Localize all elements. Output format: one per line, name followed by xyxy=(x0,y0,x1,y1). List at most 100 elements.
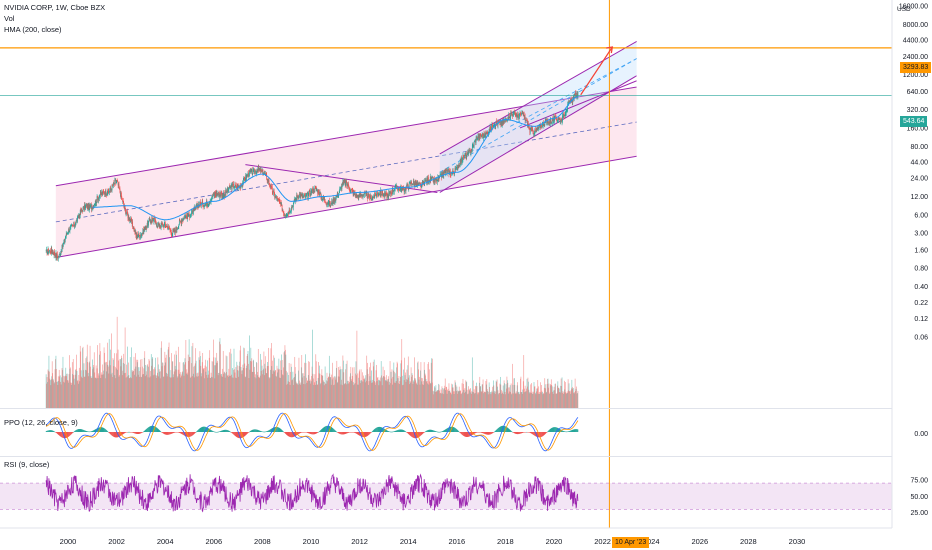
volume-bar xyxy=(296,382,298,408)
candle-body xyxy=(110,189,112,190)
ppo-histogram-bar xyxy=(163,432,164,434)
ppo-histogram-bar xyxy=(185,432,186,437)
ppo-histogram-bar xyxy=(260,431,262,432)
volume-bar xyxy=(101,372,103,408)
volume-bar xyxy=(536,388,538,408)
volume-bar xyxy=(162,362,163,408)
legend-rsi[interactable]: RSI (9, close) xyxy=(4,460,50,469)
ppo-histogram-bar xyxy=(278,427,280,432)
ppo-histogram-bar xyxy=(492,432,494,434)
candle-body xyxy=(504,120,505,122)
candle-body xyxy=(63,239,65,244)
ppo-histogram-bar xyxy=(228,430,229,432)
ppo-histogram-bar xyxy=(269,429,270,432)
candle-body xyxy=(479,133,481,135)
candle-body xyxy=(96,196,98,202)
ppo-histogram-bar xyxy=(165,432,167,435)
chart-title[interactable]: NVIDIA CORP, 1W, Cboe BZX xyxy=(4,3,106,12)
volume-bar xyxy=(409,384,411,408)
candle-body xyxy=(444,171,446,172)
volume-bar xyxy=(544,378,546,408)
volume-bar xyxy=(402,385,404,408)
candle-body xyxy=(571,102,573,103)
candle-body xyxy=(85,206,87,207)
candle-body xyxy=(322,199,324,201)
ppo-histogram-bar xyxy=(126,432,128,433)
ppo-histogram-bar xyxy=(85,430,86,432)
volume-bar xyxy=(199,356,201,408)
ppo-histogram-bar xyxy=(101,427,103,432)
ppo-histogram-bar xyxy=(549,429,550,432)
volume-bar xyxy=(146,365,148,408)
volume-bar xyxy=(118,376,120,408)
candle-body xyxy=(163,224,165,228)
candle-body xyxy=(299,194,301,195)
legend-volume[interactable]: Vol xyxy=(4,14,15,23)
ppo-histogram-bar xyxy=(506,427,508,432)
volume-bar xyxy=(430,362,432,408)
ppo-histogram-bar xyxy=(442,430,444,432)
ppo-histogram-bar xyxy=(328,426,330,432)
candle-body xyxy=(57,257,59,259)
volume-bar xyxy=(506,388,507,408)
candle-body xyxy=(205,203,207,205)
candle-body xyxy=(222,193,224,198)
volume-bar xyxy=(199,359,200,408)
ppo-histogram-bar xyxy=(516,432,518,435)
ppo-histogram-bar xyxy=(364,432,365,438)
candle-body xyxy=(187,216,189,217)
volume-bar xyxy=(504,383,505,408)
time-tick: 2008 xyxy=(254,537,271,546)
volume-bar xyxy=(334,375,336,408)
ppo-histogram-bar xyxy=(539,432,540,438)
candle-body xyxy=(213,193,215,194)
ppo-histogram-bar xyxy=(175,432,176,433)
volume-bar xyxy=(154,367,155,408)
candle-body xyxy=(257,169,259,173)
ppo-histogram-bar xyxy=(288,432,290,437)
ppo-histogram-bar xyxy=(198,429,199,432)
volume-bar xyxy=(372,361,374,408)
volume-bar xyxy=(287,383,289,408)
candle-body xyxy=(282,209,283,211)
candle-body xyxy=(416,182,418,185)
ppo-histogram-bar xyxy=(429,429,431,432)
ppo-histogram-bar xyxy=(438,431,440,433)
candle-body xyxy=(164,223,165,228)
currency-unit[interactable]: USD xyxy=(897,6,911,13)
candle-body xyxy=(334,198,335,203)
ppo-histogram-bar xyxy=(89,431,90,433)
ppo-histogram-bar xyxy=(327,425,329,432)
ppo-histogram-bar xyxy=(163,432,165,434)
volume-bar xyxy=(530,392,532,408)
volume-bar xyxy=(462,378,464,408)
ppo-histogram-bar xyxy=(406,432,407,433)
candle-body xyxy=(517,113,518,115)
ppo-histogram-bar xyxy=(511,431,512,432)
volume-bar xyxy=(308,362,310,408)
candle-body xyxy=(415,180,417,186)
volume-bar xyxy=(440,392,441,408)
ppo-histogram-bar xyxy=(367,432,369,436)
candle-body xyxy=(419,183,421,184)
legend-ppo[interactable]: PPO (12, 26, close, 9) xyxy=(4,418,78,427)
volume-bar xyxy=(171,353,172,408)
ppo-histogram-bar xyxy=(86,431,88,432)
ppo-histogram-bar xyxy=(503,425,505,432)
candle-body xyxy=(351,189,353,191)
candle-body xyxy=(232,183,233,185)
volume-bar xyxy=(84,376,85,408)
legend-hma[interactable]: HMA (200, close) xyxy=(4,25,62,34)
candle-body xyxy=(139,235,140,238)
volume-bar xyxy=(357,384,359,408)
volume-bar xyxy=(67,380,69,408)
ppo-histogram-bar xyxy=(528,432,529,433)
price-tick: 4400.00 xyxy=(903,38,928,45)
volume-bar xyxy=(75,369,77,408)
ppo-histogram-bar xyxy=(522,432,524,433)
volume-bar xyxy=(491,392,492,408)
ppo-histogram-bar xyxy=(431,429,433,432)
ppo-histogram-bar xyxy=(67,432,69,437)
ppo-histogram-bar xyxy=(461,432,462,435)
